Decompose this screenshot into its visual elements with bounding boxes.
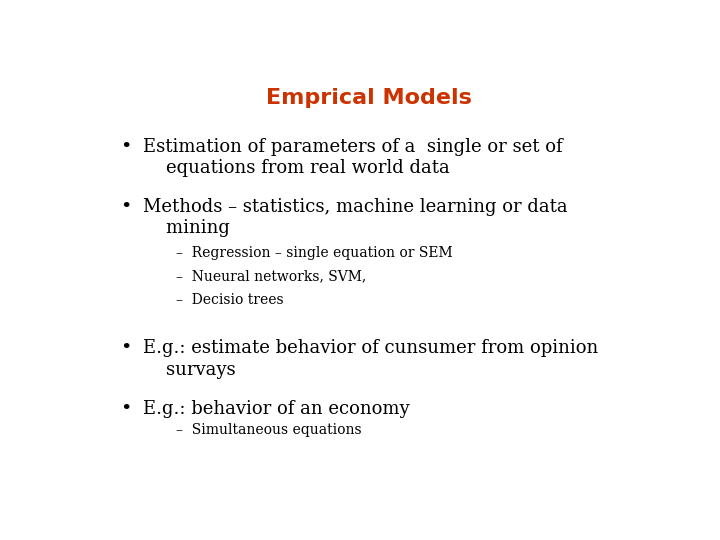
Text: Emprical Models: Emprical Models	[266, 87, 472, 107]
Text: Estimation of parameters of a  single or set of
    equations from real world da: Estimation of parameters of a single or …	[143, 138, 562, 177]
Text: E.g.: behavior of an economy: E.g.: behavior of an economy	[143, 400, 410, 417]
Text: E.g.: estimate behavior of cunsumer from opinion
    survays: E.g.: estimate behavior of cunsumer from…	[143, 339, 598, 379]
Text: –  Decisio trees: – Decisio trees	[176, 293, 284, 307]
Text: –  Nueural networks, SVM,: – Nueural networks, SVM,	[176, 269, 366, 284]
Text: Methods – statistics, machine learning or data
    mining: Methods – statistics, machine learning o…	[143, 198, 567, 238]
Text: •: •	[120, 138, 132, 156]
Text: •: •	[120, 400, 132, 417]
Text: •: •	[120, 339, 132, 357]
Text: –  Simultaneous equations: – Simultaneous equations	[176, 423, 362, 437]
Text: •: •	[120, 198, 132, 216]
Text: –  Regression – single equation or SEM: – Regression – single equation or SEM	[176, 246, 453, 260]
